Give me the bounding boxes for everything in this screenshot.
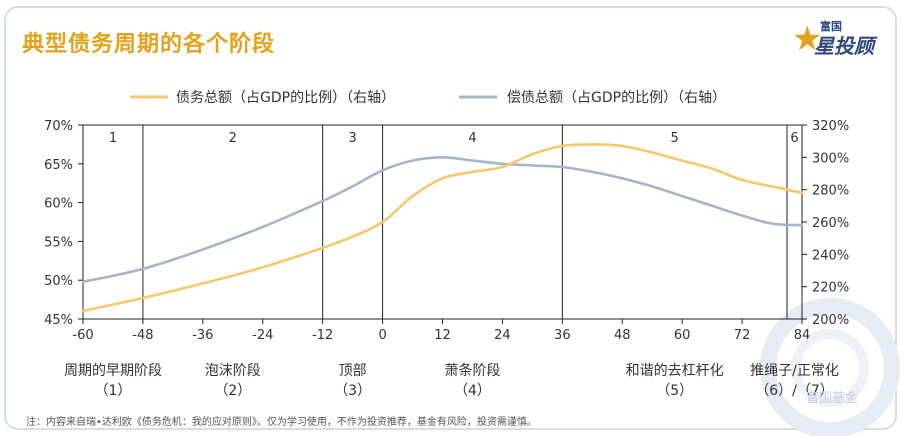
plot-frame <box>82 124 803 320</box>
phase-label: （3） <box>334 383 371 399</box>
phase-name: 周期的早期阶段 <box>64 363 162 379</box>
phase-label: （2） <box>214 383 251 399</box>
phase-name: 泡沫阶段 <box>205 363 261 379</box>
x-tick-label: -60 <box>72 328 93 343</box>
logo-main-text: 星投顾 <box>814 34 874 58</box>
x-tick-label: -36 <box>192 328 213 343</box>
x-tick-label: 60 <box>674 328 691 343</box>
y-left-tick-label: 45% <box>44 313 73 328</box>
logo-small-text: 富国 <box>820 20 842 33</box>
series-line-debt-service <box>81 156 804 284</box>
phase-name: 推绳子/正常化 <box>750 363 839 379</box>
y-right-tick-label: 240% <box>812 248 849 263</box>
phase-number: 3 <box>348 131 356 146</box>
y-left-tick-label: 70% <box>44 119 73 134</box>
y-right-tick-label: 260% <box>812 216 849 231</box>
x-tick-label: -24 <box>252 328 273 343</box>
phase-label: （4） <box>454 383 491 399</box>
y-left-tick-label: 50% <box>44 274 73 289</box>
y-right-tick-label: 220% <box>812 281 849 296</box>
phase-number: 4 <box>468 131 476 146</box>
phase-number: 1 <box>109 131 117 146</box>
phase-label: （5） <box>656 383 693 399</box>
phase-label: （6）/（7） <box>755 383 834 399</box>
phase-number: 2 <box>229 131 237 146</box>
y-right-tick-label: 200% <box>812 313 849 328</box>
phase-name: 和谐的去杠杆化 <box>626 363 724 379</box>
phase-number: 6 <box>790 131 798 146</box>
legend-label: 债务总额（占GDP的比例）（右轴） <box>176 90 395 106</box>
y-right-tick-label: 320% <box>812 119 849 134</box>
phase-name: 萧条阶段 <box>444 362 500 379</box>
series-line-total-debt <box>81 143 804 313</box>
y-right-tick-label: 280% <box>812 184 849 199</box>
y-left-tick-label: 55% <box>44 235 73 250</box>
phase-label: （1） <box>94 383 131 399</box>
chart-title: 典型债务周期的各个阶段 <box>22 32 276 57</box>
x-tick-label: 12 <box>434 328 451 343</box>
star-icon: ★ <box>792 19 823 59</box>
x-tick-label: 72 <box>734 328 751 343</box>
x-tick-label: 0 <box>378 328 386 343</box>
footnote: 注：内容来自瑞•达利欧《债务危机：我的应对原则》。仅为学习使用，不作为投资推荐，… <box>26 417 537 428</box>
legend-label: 偿债总额（占GDP的比例）（右轴） <box>507 90 726 106</box>
x-tick-label: -48 <box>132 328 153 343</box>
watermark-text: 富国基金 <box>806 391 859 406</box>
x-tick-label: 84 <box>794 328 811 343</box>
phase-name: 顶部 <box>339 363 367 379</box>
phase-number: 5 <box>671 131 679 146</box>
x-tick-label: -12 <box>312 328 333 343</box>
y-left-tick-label: 65% <box>44 158 73 173</box>
brand-logo: ★ 富国 星投顾 <box>790 16 880 60</box>
watermark-seal <box>760 298 900 436</box>
x-tick-label: 48 <box>614 328 631 343</box>
y-right-tick-label: 300% <box>812 151 849 166</box>
x-tick-label: 24 <box>494 328 511 343</box>
x-tick-label: 36 <box>554 328 571 343</box>
y-left-tick-label: 60% <box>44 197 73 212</box>
